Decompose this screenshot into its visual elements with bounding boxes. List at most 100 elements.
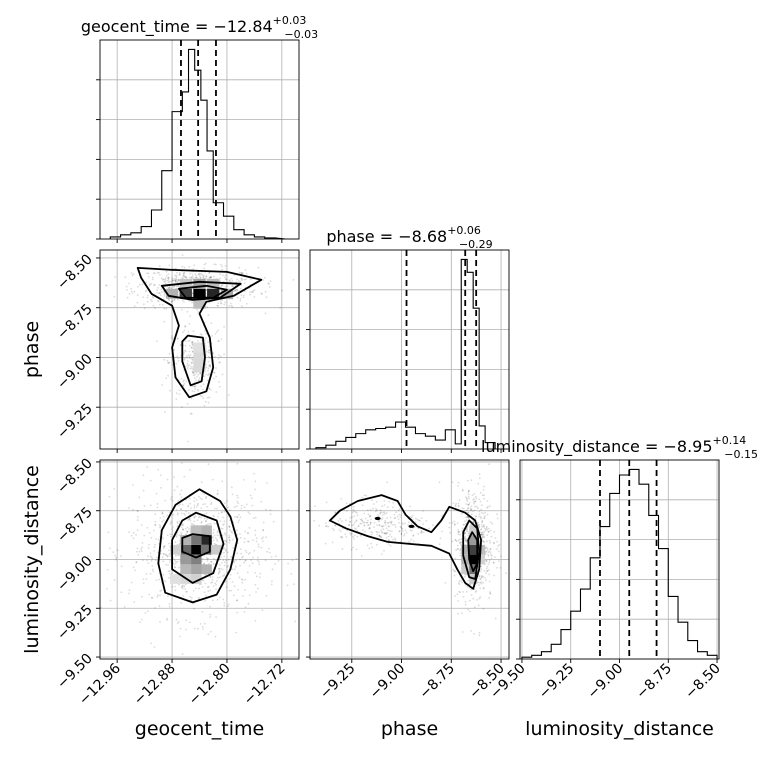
sample-point — [213, 557, 215, 560]
sample-point — [372, 507, 374, 510]
sample-point — [245, 503, 248, 506]
sample-point — [188, 364, 191, 367]
sample-point — [182, 524, 184, 527]
sample-point — [401, 528, 404, 530]
x-tick-label: −9.00 — [367, 661, 409, 703]
sample-point — [216, 493, 219, 496]
sample-point — [197, 504, 199, 507]
sample-point — [356, 514, 359, 517]
sample-point — [149, 504, 152, 507]
sample-point — [209, 576, 212, 578]
sample-point — [143, 307, 146, 310]
sample-point — [378, 535, 381, 537]
sample-point — [262, 540, 264, 543]
sample-point — [218, 567, 220, 570]
sample-point — [205, 520, 208, 522]
sample-point — [377, 520, 380, 522]
sample-point — [457, 485, 459, 487]
sample-point — [236, 516, 239, 519]
sample-point — [168, 561, 171, 563]
sample-point — [247, 532, 250, 534]
sample-point — [466, 591, 468, 593]
sample-point — [211, 581, 214, 584]
sample-point — [394, 523, 396, 526]
sample-point — [168, 511, 171, 514]
x-axis-label-luminosity_distance: luminosity_distance — [525, 718, 714, 740]
sample-point — [489, 547, 492, 550]
sample-point — [229, 577, 231, 580]
sample-point — [177, 554, 179, 557]
sample-point — [473, 588, 476, 591]
sample-point — [203, 622, 206, 625]
sample-point — [483, 517, 485, 519]
sample-point — [368, 527, 371, 529]
sample-point — [224, 276, 227, 279]
sample-point — [376, 533, 379, 536]
sample-point — [237, 521, 240, 524]
sample-point — [219, 273, 221, 276]
sample-point — [204, 582, 207, 585]
sample-point — [325, 525, 327, 528]
sample-point — [182, 384, 185, 387]
sample-point — [248, 512, 251, 515]
sample-point — [192, 276, 194, 278]
sample-point — [486, 506, 489, 509]
sample-point — [478, 631, 481, 634]
sample-point — [208, 271, 211, 274]
sample-point — [200, 385, 202, 388]
sample-point — [458, 583, 461, 586]
x-tick-label: −12.80 — [186, 661, 234, 709]
sample-point — [128, 589, 131, 591]
sample-point — [380, 536, 383, 539]
sample-point — [339, 536, 342, 538]
sample-point — [219, 520, 222, 522]
sample-point — [162, 278, 165, 281]
sample-point — [136, 529, 139, 532]
sample-point — [240, 552, 243, 555]
sample-point — [163, 295, 166, 297]
sample-point — [154, 307, 156, 310]
sample-point — [412, 535, 415, 537]
sample-point — [271, 568, 274, 571]
sample-point — [457, 582, 460, 584]
sample-point — [484, 529, 487, 531]
sample-point — [401, 530, 404, 532]
density-cell — [193, 362, 206, 373]
sample-point — [213, 275, 215, 278]
sample-point — [461, 489, 464, 492]
sample-point — [175, 281, 177, 283]
sample-point — [207, 463, 210, 466]
sample-point — [482, 607, 485, 610]
sample-point — [146, 296, 149, 299]
sample-point — [496, 513, 498, 516]
sample-point — [190, 361, 193, 364]
sample-point — [211, 578, 214, 581]
sample-point — [220, 285, 223, 287]
sample-point — [212, 539, 215, 542]
sample-point — [385, 527, 388, 530]
sample-point — [191, 277, 194, 280]
sample-point — [464, 540, 467, 542]
sample-point — [159, 525, 162, 528]
sample-point — [195, 379, 197, 382]
sample-point — [243, 282, 246, 284]
sample-point — [194, 515, 197, 518]
sample-point — [173, 348, 176, 351]
sample-point — [137, 553, 140, 556]
sample-point — [385, 512, 388, 515]
sample-point — [240, 277, 243, 280]
sample-point — [172, 286, 175, 288]
sample-point — [487, 553, 489, 556]
sample-point — [209, 276, 212, 279]
sample-point — [486, 547, 489, 550]
sample-point — [208, 387, 210, 390]
sample-point — [151, 565, 154, 567]
sample-point — [221, 373, 224, 376]
sample-point — [168, 286, 171, 289]
sample-point — [230, 530, 233, 533]
sample-point — [198, 272, 201, 275]
sample-point — [460, 579, 463, 582]
sample-point — [174, 279, 177, 282]
sample-point — [381, 531, 384, 534]
sample-point — [410, 516, 413, 519]
